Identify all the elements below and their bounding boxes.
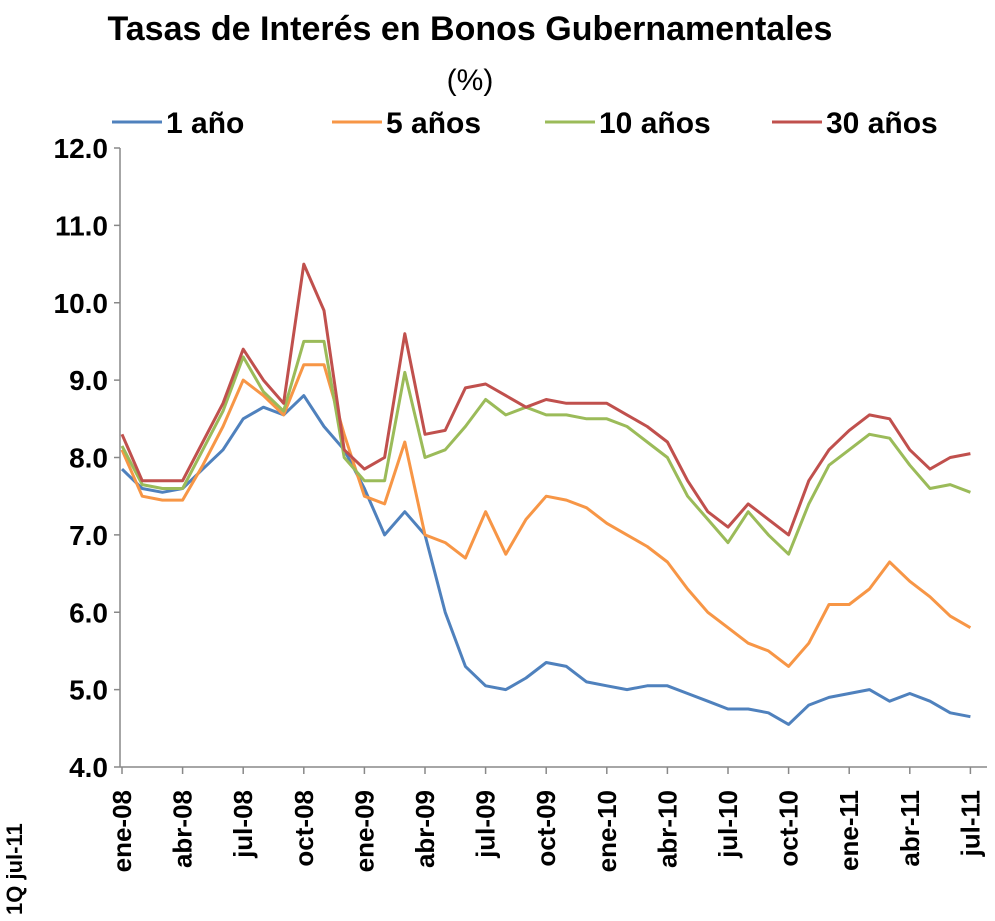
legend-label: 10 años [599, 107, 711, 140]
x-tick-label: oct-10 [774, 790, 804, 867]
y-tick-label: 7.0 [69, 520, 108, 551]
legend-label: 5 años [386, 107, 481, 140]
series-line [120, 339, 971, 556]
annotation: 1Q jul-11 [2, 823, 27, 915]
x-tick-label: jul-11 [955, 790, 985, 857]
x-tick-label: oct-08 [289, 790, 319, 867]
y-tick-label: 5.0 [69, 675, 108, 706]
x-tick-label: jul-10 [713, 790, 743, 859]
series-line [120, 363, 972, 668]
legend-label: 30 años [826, 107, 938, 140]
y-tick-label: 6.0 [69, 597, 108, 628]
x-tick-label: abr-11 [895, 790, 925, 867]
series-line [120, 394, 971, 726]
y-tick-label: 8.0 [69, 443, 108, 474]
y-tick-label: 4.0 [69, 752, 108, 783]
x-tick-label: ene-09 [349, 790, 379, 872]
x-tick-label: oct-09 [531, 790, 561, 867]
y-tick-label: 11.0 [55, 210, 108, 241]
x-tick-label: jul-08 [228, 790, 258, 859]
x-tick-label: abr-09 [410, 790, 440, 868]
chart-subtitle: (%) [447, 64, 494, 97]
x-tick-label: ene-10 [592, 790, 622, 872]
y-tick-label: 9.0 [69, 365, 108, 396]
x-tick-label: abr-10 [652, 790, 682, 868]
x-tick-label: abr-08 [168, 790, 198, 868]
y-tick-label: 12.0 [54, 133, 109, 164]
x-tick-label: jul-09 [471, 790, 501, 859]
chart-title: Tasas de Interés en Bonos Gubernamentale… [108, 10, 833, 48]
legend-label: 1 año [166, 107, 244, 140]
x-tick-label: ene-11 [834, 790, 864, 871]
x-tick-label: ene-08 [107, 790, 137, 872]
y-tick-label: 10.0 [54, 288, 109, 319]
series-line [120, 262, 971, 537]
